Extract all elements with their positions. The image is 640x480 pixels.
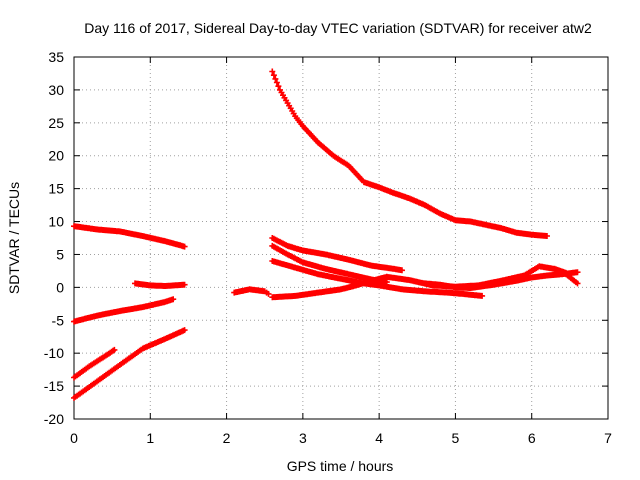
y-tick-label: 20 — [48, 148, 64, 164]
satellite-track — [132, 280, 188, 289]
y-tick-label: -5 — [52, 312, 65, 328]
satellite-track — [269, 68, 550, 239]
satellite-track — [269, 235, 405, 274]
y-tick-label: -10 — [44, 345, 64, 361]
y-axis-label: SDTVAR / TECUs — [6, 182, 22, 294]
data-series — [71, 68, 581, 401]
satellite-track — [551, 265, 581, 287]
y-tick-labels: -20 -15 -10 -5 0 5 10 15 20 25 30 35 — [44, 49, 64, 427]
y-tick-label: 30 — [48, 82, 64, 98]
x-tick-label: 0 — [70, 430, 78, 446]
data-point-markers — [551, 265, 581, 287]
x-tick-label: 1 — [146, 430, 154, 446]
x-tick-label: 4 — [375, 430, 383, 446]
data-point-markers — [269, 68, 550, 239]
data-point-markers — [71, 327, 188, 401]
satellite-track — [71, 223, 188, 250]
y-tick-label: 5 — [56, 246, 64, 262]
data-point-markers — [269, 235, 405, 274]
y-tick-label: 35 — [48, 49, 64, 65]
x-tick-label: 6 — [528, 430, 536, 446]
data-point-markers — [71, 346, 118, 381]
data-point-markers — [231, 286, 272, 297]
data-point-markers — [71, 296, 177, 325]
y-tick-label: -15 — [44, 378, 64, 394]
satellite-track — [231, 286, 272, 297]
plot-frame — [73, 56, 609, 420]
y-tick-label: 15 — [48, 181, 64, 197]
x-tick-labels: 0 1 2 3 4 5 6 7 — [70, 430, 612, 446]
y-tick-label: 0 — [56, 279, 64, 295]
data-point-markers — [132, 280, 188, 289]
y-tick-label: 10 — [48, 214, 64, 230]
satellite-track — [71, 346, 118, 381]
x-tick-label: 3 — [299, 430, 307, 446]
data-point-markers — [71, 223, 188, 250]
x-tick-label: 5 — [452, 430, 460, 446]
y-tick-label: -20 — [44, 411, 64, 427]
x-tick-label: 7 — [604, 430, 612, 446]
x-tick-label: 2 — [223, 430, 231, 446]
satellite-track — [71, 327, 188, 401]
y-tick-label: 25 — [48, 115, 64, 131]
satellite-track — [71, 296, 177, 325]
x-axis-label: GPS time / hours — [287, 458, 394, 474]
axis-ticks — [73, 56, 609, 420]
chart-title: Day 116 of 2017, Sidereal Day-to-day VTE… — [84, 20, 592, 36]
